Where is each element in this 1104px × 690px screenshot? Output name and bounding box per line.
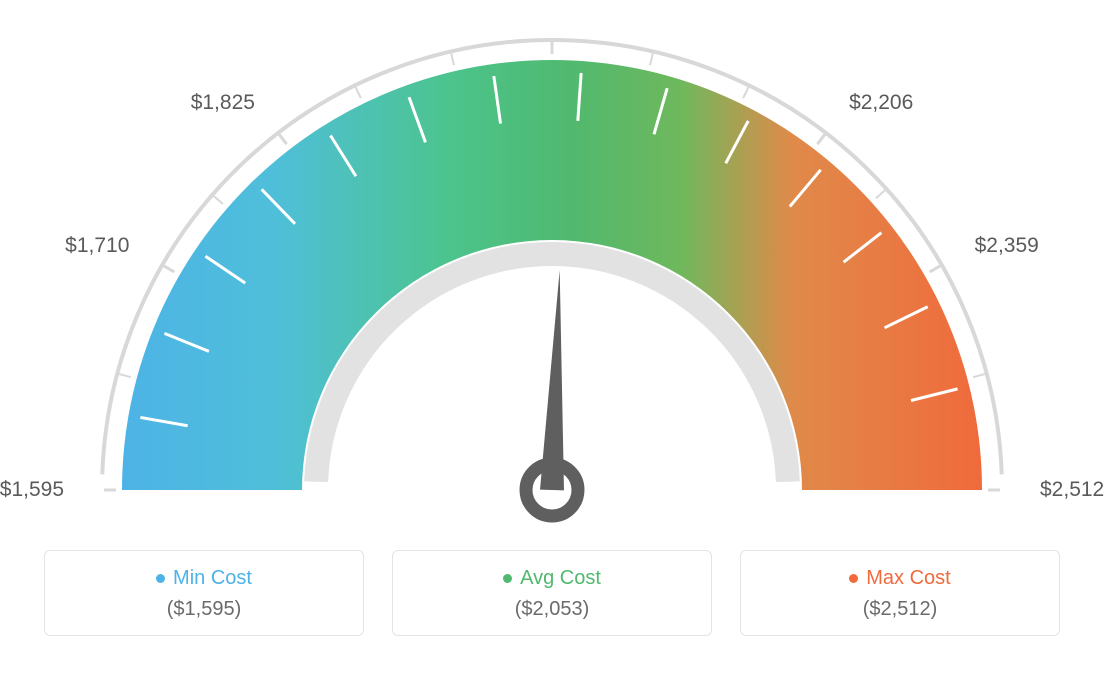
- legend-card-min: Min Cost ($1,595): [44, 550, 364, 636]
- gauge-tick-label: $2,512: [1040, 478, 1104, 502]
- legend-label-avg: Avg Cost: [520, 567, 601, 590]
- gauge-tick-label: $1,710: [65, 234, 129, 258]
- legend-row: Min Cost ($1,595) Avg Cost ($2,053) Max …: [0, 550, 1104, 636]
- legend-label-min: Min Cost: [173, 567, 252, 590]
- legend-value-avg: ($2,053): [515, 598, 590, 621]
- gauge-tick-label: $2,053: [517, 0, 581, 2]
- gauge-svg: [22, 20, 1082, 540]
- gauge-tick-label: $2,206: [849, 91, 913, 115]
- legend-dot-max: [849, 574, 858, 583]
- legend-label-max: Max Cost: [866, 567, 950, 590]
- legend-card-avg: Avg Cost ($2,053): [392, 550, 712, 636]
- gauge-tick-label: $1,595: [0, 478, 64, 502]
- gauge-tick-label: $2,359: [975, 234, 1039, 258]
- legend-title-row: Avg Cost: [503, 567, 601, 590]
- legend-title-row: Max Cost: [849, 567, 950, 590]
- legend-card-max: Max Cost ($2,512): [740, 550, 1060, 636]
- legend-title-row: Min Cost: [156, 567, 252, 590]
- chart-container: $1,595 $1,710 $1,825 $2,053 $2,206 $2,359 $2,5…: [0, 0, 1104, 690]
- gauge-chart: $1,595$1,710$1,825$2,053$2,206$2,359$2,5…: [22, 20, 1082, 540]
- legend-dot-min: [156, 574, 165, 583]
- legend-dot-avg: [503, 574, 512, 583]
- legend-value-min: ($1,595): [167, 598, 242, 621]
- legend-value-max: ($2,512): [863, 598, 938, 621]
- gauge-tick-label: $1,825: [191, 91, 255, 115]
